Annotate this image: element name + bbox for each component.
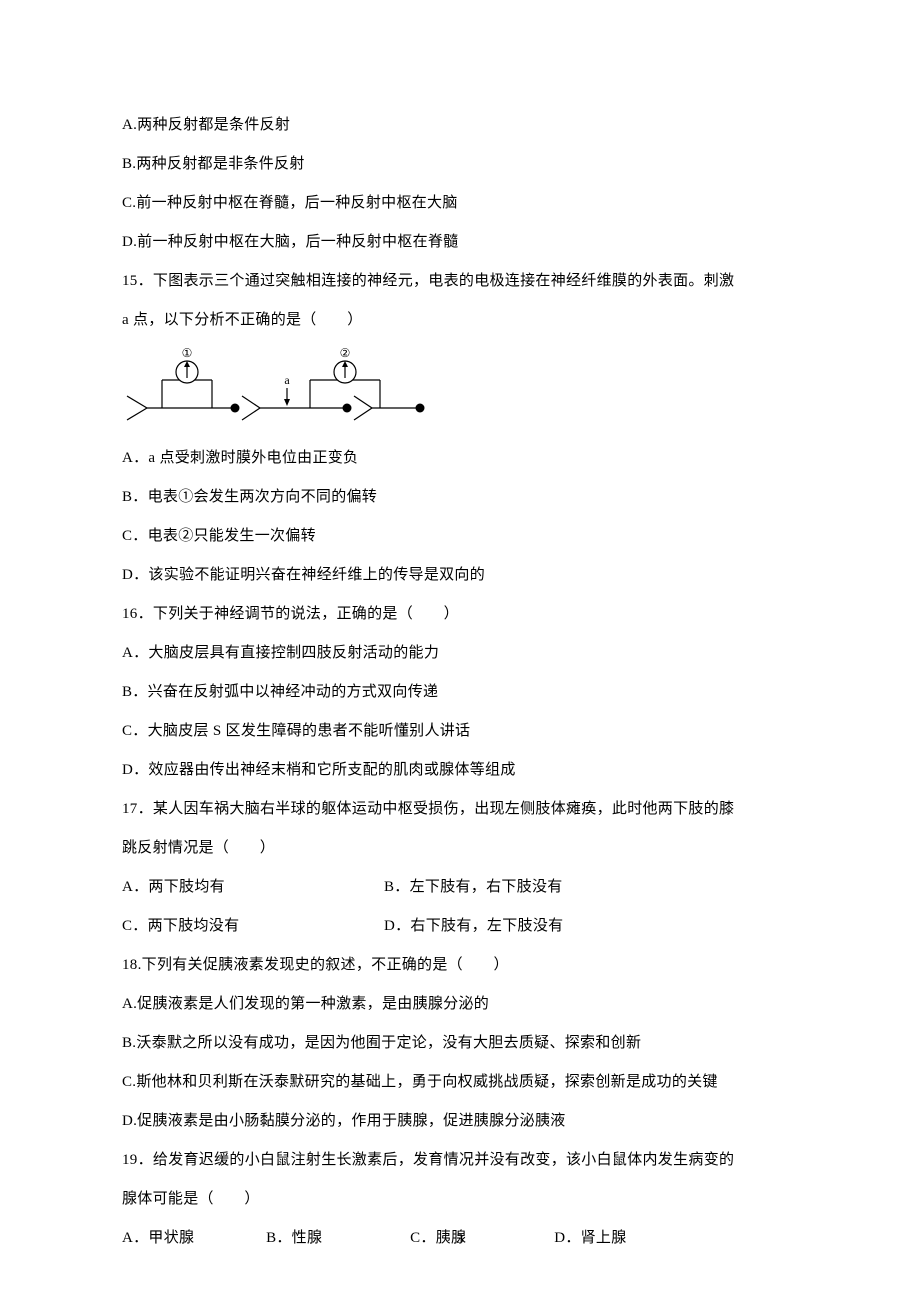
q15-diagram: ① a ② [122,348,800,433]
q17-stem-line1: 17．某人因车祸大脑右半球的躯体运动中枢受损伤，出现左侧肢体瘫痪，此时他两下肢的… [122,798,800,821]
diagram-label-a: a [284,373,290,387]
q18-option-b: B.沃泰默之所以没有成功，是因为他囿于定论，没有大胆去质疑、探索和创新 [122,1032,800,1055]
q16-option-a: A．大脑皮层具有直接控制四肢反射活动的能力 [122,642,800,665]
diagram-label-1: ① [182,348,193,360]
q15-option-a: A．a 点受刺激时膜外电位由正变负 [122,447,800,470]
q14-option-b: B.两种反射都是非条件反射 [122,153,800,176]
q17-option-b: B．左下肢有，右下肢没有 [384,876,563,899]
q18-option-d: D.促胰液素是由小肠黏膜分泌的，作用于胰腺，促进胰腺分泌胰液 [122,1110,800,1133]
q17-options-row1: A．两下肢均有 B．左下肢有，右下肢没有 [122,876,800,899]
q18-option-c: C.斯他林和贝利斯在沃泰默研究的基础上，勇于向权威挑战质疑，探索创新是成功的关键 [122,1071,800,1094]
diagram-label-2: ② [340,348,351,360]
q15-option-c: C．电表②只能发生一次偏转 [122,525,800,548]
q18-option-a: A.促胰液素是人们发现的第一种激素，是由胰腺分泌的 [122,993,800,1016]
q16-option-c: C．大脑皮层 S 区发生障碍的患者不能听懂别人讲话 [122,720,800,743]
page-content: A.两种反射都是条件反射 B.两种反射都是非条件反射 C.前一种反射中枢在脊髓，… [122,114,800,1266]
q14-option-d: D.前一种反射中枢在大脑，后一种反射中枢在脊髓 [122,231,800,254]
q15-stem-line2: a 点，以下分析不正确的是（ ） [122,309,800,332]
q18-stem: 18.下列有关促胰液素发现史的叙述，不正确的是（ ） [122,954,800,977]
q17-stem-line2: 跳反射情况是（ ） [122,837,800,860]
q17-option-c: C．两下肢均没有 [122,915,384,938]
q15-stem-line1: 15．下图表示三个通过突触相连接的神经元，电表的电极连接在神经纤维膜的外表面。刺… [122,270,800,293]
q17-option-a: A．两下肢均有 [122,876,384,899]
page-number: 3 [0,1232,920,1248]
q16-option-b: B．兴奋在反射弧中以神经冲动的方式双向传递 [122,681,800,704]
q17-option-d: D．右下肢有，左下肢没有 [384,915,563,938]
q19-stem-line2: 腺体可能是（ ） [122,1188,800,1211]
q14-option-c: C.前一种反射中枢在脊髓，后一种反射中枢在大脑 [122,192,800,215]
q19-stem-line1: 19．给发育迟缓的小白鼠注射生长激素后，发育情况并没有改变，该小白鼠体内发生病变… [122,1149,800,1172]
q15-option-d: D．该实验不能证明兴奋在神经纤维上的传导是双向的 [122,564,800,587]
q16-option-d: D．效应器由传出神经末梢和它所支配的肌肉或腺体等组成 [122,759,800,782]
neuron-diagram-svg: ① a ② [122,348,427,428]
q15-option-b: B．电表①会发生两次方向不同的偏转 [122,486,800,509]
q16-stem: 16．下列关于神经调节的说法，正确的是（ ） [122,603,800,626]
q17-options-row2: C．两下肢均没有 D．右下肢有，左下肢没有 [122,915,800,938]
q14-option-a: A.两种反射都是条件反射 [122,114,800,137]
